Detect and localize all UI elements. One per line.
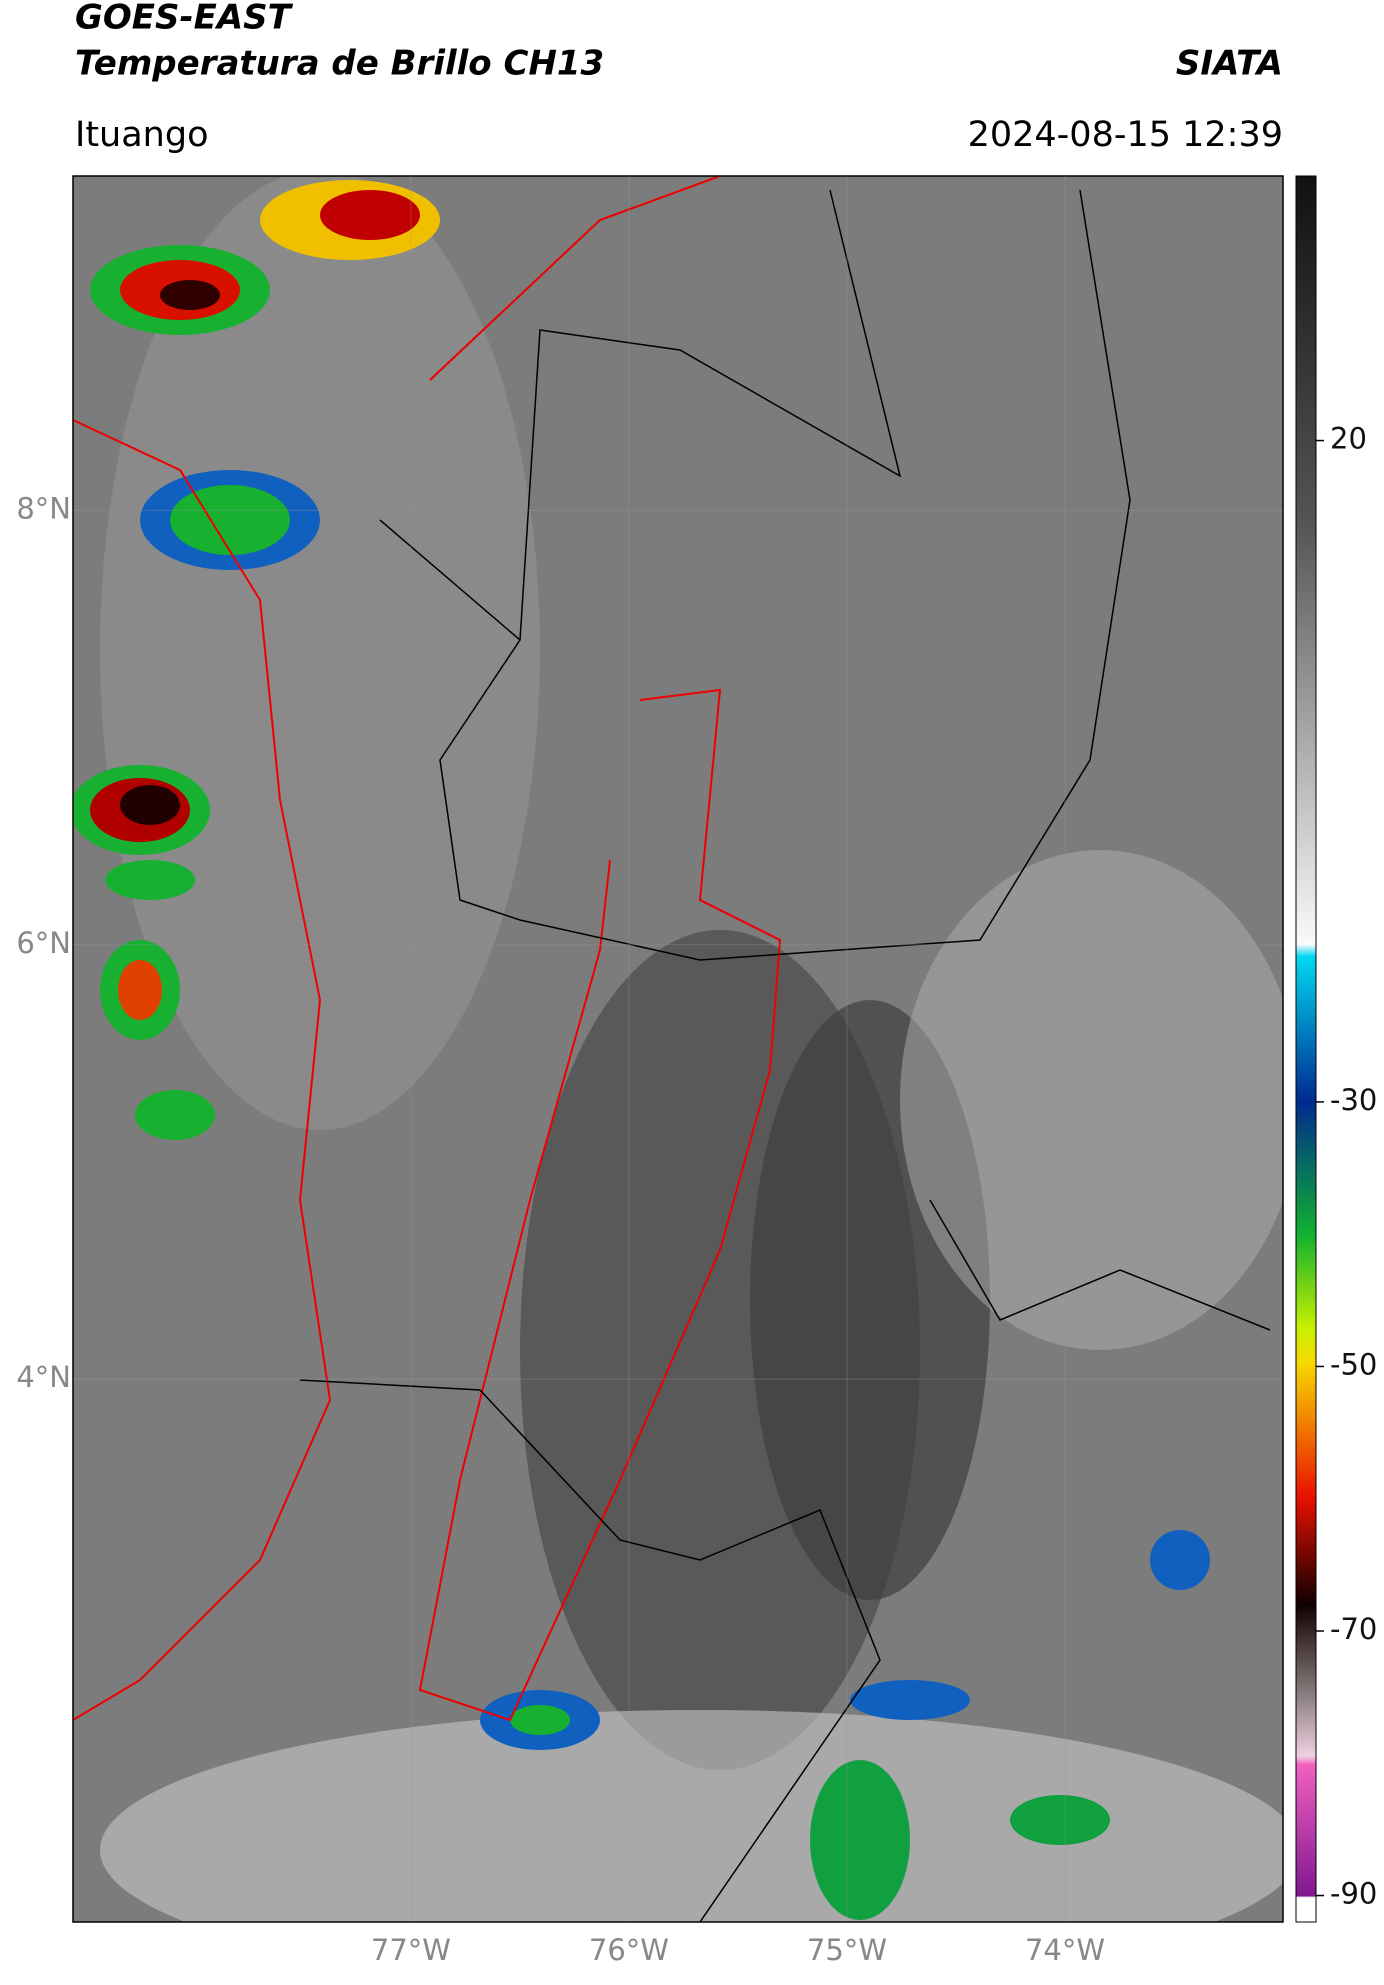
colorbar-tick-label: -70 [1330,1612,1377,1646]
colorbar-tick-label: 20 [1330,422,1367,456]
lat-tick-label: 4°N [16,1360,71,1394]
title: GOES-EAST [75,0,294,38]
colorbar-tick-label: -30 [1330,1083,1377,1117]
datetime: 2024-08-15 12:39 [968,115,1283,155]
lon-tick-label: 77°W [371,1933,451,1967]
map-frame [72,175,1284,1923]
lon-tick-label: 75°W [807,1933,887,1967]
lon-tick-label: 74°W [1025,1933,1105,1967]
colorbar [1295,175,1317,1923]
subtitle: Temperatura de Brillo CH13 [75,44,604,84]
location: Ituango [75,115,209,155]
lat-tick-label: 8°N [16,491,71,525]
lat-tick-label: 6°N [16,926,71,960]
satellite-image [73,176,1283,1922]
colorbar-tick-label: -50 [1330,1347,1377,1381]
source: SIATA [1176,44,1283,84]
colorbar-tick-label: -90 [1330,1877,1377,1911]
lon-tick-label: 76°W [589,1933,669,1967]
